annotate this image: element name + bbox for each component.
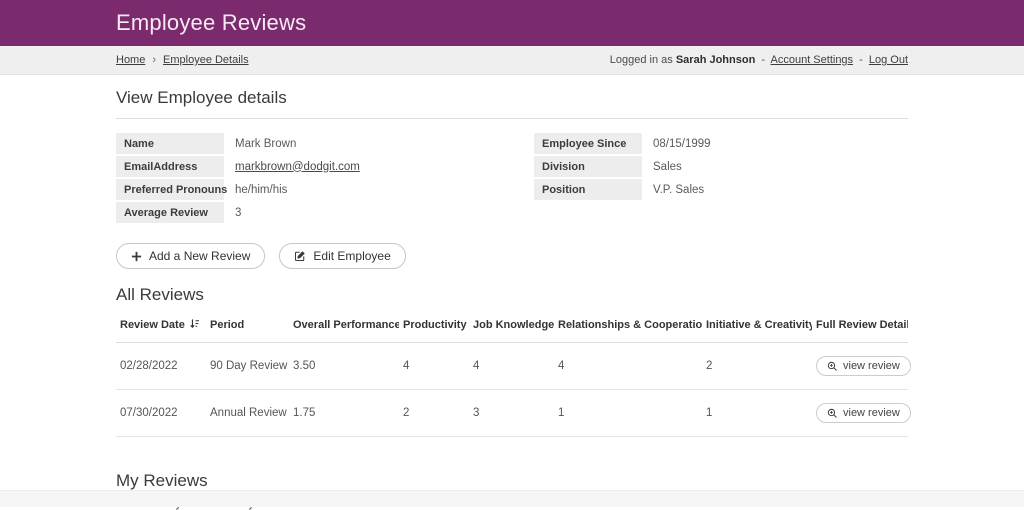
view-review-button[interactable]: view review	[816, 403, 911, 424]
details-left-column: Name Mark Brown EmailAddress markbrown@d…	[116, 133, 534, 225]
cell-period: 90 Day Review	[206, 342, 289, 391]
zoom-in-icon	[827, 361, 838, 372]
session-info: Logged in as Sarah Johnson - Account Set…	[610, 54, 908, 66]
field-label: Preferred Pronouns	[116, 179, 227, 200]
breadcrumb-bar: Home › Employee Details Logged in as Sarah…	[0, 46, 1024, 75]
column-header-job-knowledge: Job Knowledge	[469, 310, 554, 344]
breadcrumb-current-link[interactable]: Employee Details	[163, 54, 249, 66]
table-row: 02/28/2022 90 Day Review 3.50 4 4 4 2	[116, 342, 911, 391]
cell-productivity: 2	[399, 389, 469, 438]
field-value: Mark Brown	[235, 137, 297, 150]
column-header-full-review: Full Review Details	[812, 310, 908, 344]
all-reviews-heading: All Reviews	[116, 285, 204, 305]
view-review-button[interactable]: view review	[816, 356, 911, 377]
field-division: Division Sales	[534, 156, 908, 177]
employee-details: Name Mark Brown EmailAddress markbrown@d…	[116, 133, 908, 225]
table-header-row: Review Date Period Overall Performance P…	[116, 310, 908, 344]
cell-initiative: 1	[702, 389, 812, 438]
account-settings-link[interactable]: Account Settings	[770, 54, 854, 66]
session-dash: -	[859, 54, 863, 66]
column-header-review-date[interactable]: Review Date	[116, 310, 206, 344]
session-prefix: Logged in as	[609, 54, 673, 66]
field-value: Sales	[653, 160, 682, 173]
session-user: Sarah Johnson	[675, 54, 756, 66]
my-reviews-heading: My Reviews	[116, 471, 208, 491]
table-row: 07/30/2022 Annual Review 1.75 2 3 1 1	[116, 389, 911, 438]
field-value: 3	[235, 206, 242, 219]
view-review-button-label: view review	[843, 360, 900, 373]
cell-relationships: 1	[554, 389, 702, 438]
column-header-overall-performance: Overall Performance	[289, 310, 399, 344]
field-email: EmailAddress markbrown@dodgit.com	[116, 156, 534, 177]
page-title: View Employee details	[116, 88, 287, 107]
main-content: View Employee details Name Mark Brown Em…	[100, 75, 924, 510]
add-review-button-label: Add a New Review	[149, 249, 251, 263]
field-value: V.P. Sales	[653, 183, 705, 196]
logout-link[interactable]: Log Out	[868, 54, 908, 66]
view-review-button-label: view review	[843, 407, 900, 420]
cell-productivity: 4	[399, 342, 469, 391]
field-label: Division	[534, 156, 642, 177]
cell-job-knowledge: 4	[469, 342, 554, 391]
reviews-table: Review Date Period Overall Performance P…	[116, 310, 911, 438]
session-dash: -	[761, 54, 766, 66]
email-link[interactable]: markbrown@dodgit.com	[235, 160, 360, 173]
cell-initiative: 2	[702, 342, 812, 391]
action-buttons: Add a New Review Edit Employee	[116, 243, 908, 270]
field-average-review: Average Review 3	[116, 202, 534, 223]
edit-employee-button-label: Edit Employee	[313, 249, 391, 263]
app-title: Employee Reviews	[116, 10, 307, 35]
pencil-square-icon	[294, 250, 306, 262]
column-header-initiative: Initiative & Creativity	[702, 310, 812, 344]
heading-divider	[116, 118, 908, 119]
breadcrumb-separator-icon: ›	[152, 54, 157, 66]
column-header-relationships: Relationships & Cooperation	[554, 310, 702, 344]
cell-period: Annual Review	[206, 389, 289, 438]
zoom-in-icon	[827, 408, 838, 419]
column-header-productivity: Productivity	[399, 310, 469, 344]
plus-icon	[131, 251, 142, 262]
next-section-band	[0, 490, 1024, 507]
edit-employee-button[interactable]: Edit Employee	[279, 243, 406, 270]
field-name: Name Mark Brown	[116, 133, 534, 154]
app-header: Employee Reviews	[0, 0, 1024, 46]
add-review-button[interactable]: Add a New Review	[116, 243, 266, 270]
cell-overall-performance: 3.50	[289, 342, 399, 391]
cell-review-date: 07/30/2022	[116, 389, 206, 438]
field-label: Employee Since	[534, 133, 642, 154]
field-pronouns: Preferred Pronouns he/him/his	[116, 179, 534, 200]
cell-relationships: 4	[554, 342, 702, 391]
field-label: Average Review	[116, 202, 224, 223]
sort-descending-icon	[189, 318, 200, 332]
column-header-period: Period	[206, 310, 289, 344]
field-value: he/him/his	[235, 183, 288, 196]
cell-overall-performance: 1.75	[289, 389, 399, 438]
cell-job-knowledge: 3	[469, 389, 554, 438]
breadcrumb: Home › Employee Details	[116, 54, 249, 66]
field-position: Position V.P. Sales	[534, 179, 908, 200]
cell-review-date: 02/28/2022	[116, 342, 206, 391]
field-label: Position	[534, 179, 642, 200]
breadcrumb-home-link[interactable]: Home	[116, 54, 146, 66]
field-value: 08/15/1999	[653, 137, 711, 150]
details-right-column: Employee Since 08/15/1999 Division Sales…	[534, 133, 908, 225]
field-label: EmailAddress	[116, 156, 224, 177]
field-label: Name	[116, 133, 224, 154]
field-employee-since: Employee Since 08/15/1999	[534, 133, 908, 154]
